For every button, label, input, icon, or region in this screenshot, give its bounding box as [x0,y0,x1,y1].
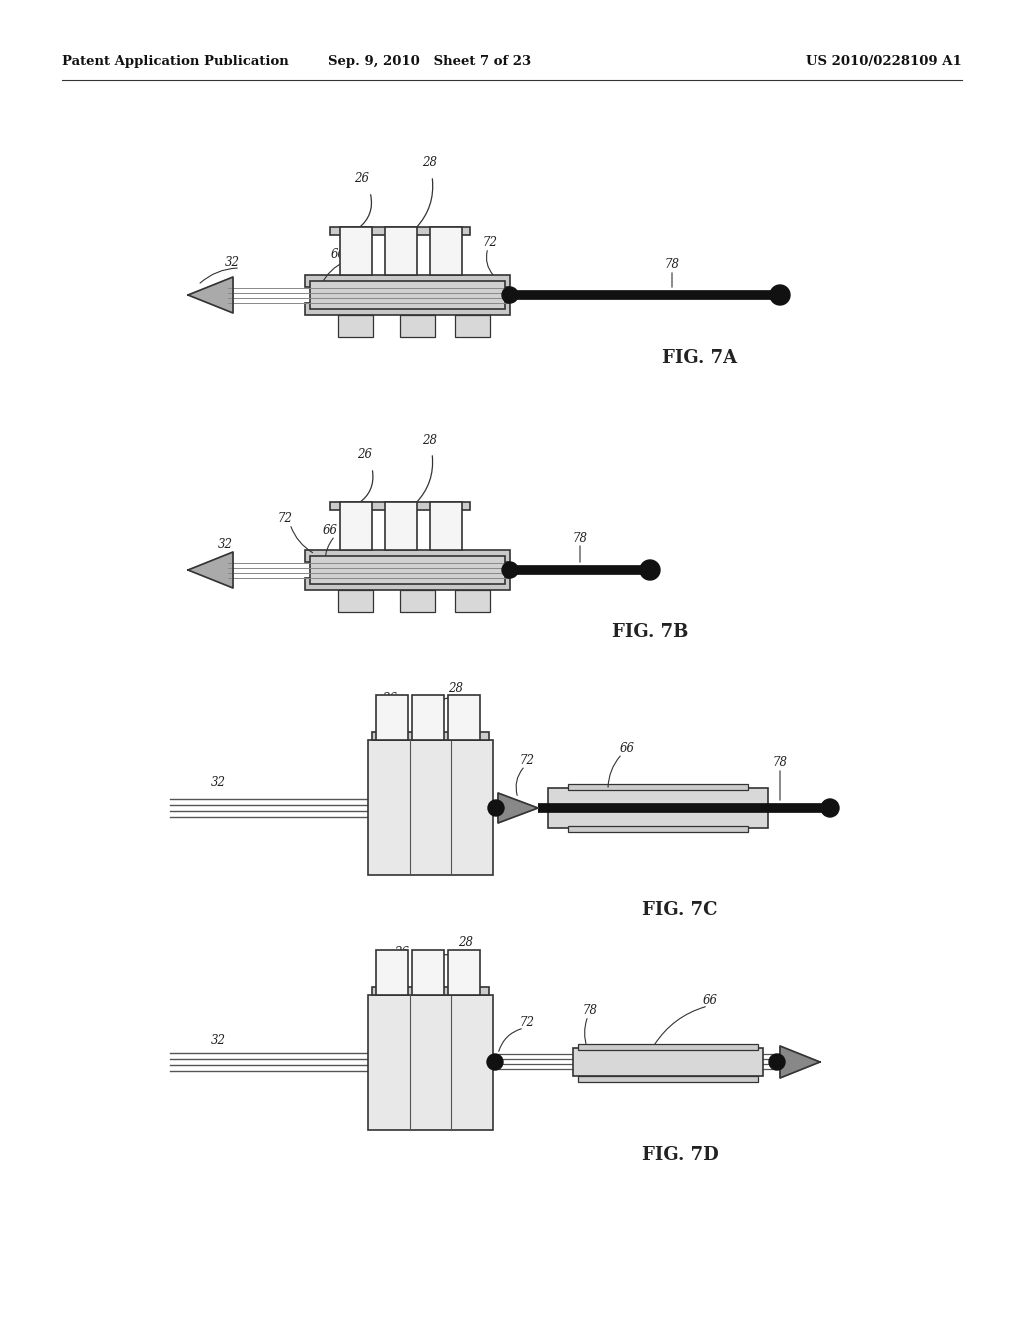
Text: FIG. 7A: FIG. 7A [663,348,737,367]
Bar [305,578,510,590]
Bar [376,950,408,995]
Polygon shape [498,793,538,822]
Polygon shape [188,277,233,313]
Text: 66: 66 [331,248,345,261]
Bar [310,281,505,309]
Text: 72: 72 [519,754,535,767]
Bar [385,227,417,275]
Bar [340,227,372,275]
Text: FIG. 7B: FIG. 7B [611,623,688,642]
Bar [305,550,510,562]
Circle shape [502,562,518,578]
Bar [385,502,417,550]
Bar [430,227,462,275]
Circle shape [488,800,504,816]
Circle shape [640,560,660,579]
Text: 72: 72 [278,511,293,524]
Bar [368,741,493,875]
Bar [568,826,748,832]
Bar [330,227,470,235]
Text: 28: 28 [423,433,437,446]
Text: Patent Application Publication: Patent Application Publication [62,55,289,69]
Text: 32: 32 [211,1034,225,1047]
Circle shape [769,1053,785,1071]
Text: 72: 72 [519,1015,535,1028]
Bar [412,950,444,995]
Text: US 2010/0228109 A1: US 2010/0228109 A1 [806,55,962,69]
Bar [449,950,480,995]
Bar [578,1076,758,1082]
Bar [449,696,480,741]
Text: 26: 26 [394,946,410,960]
Circle shape [487,1053,503,1071]
Bar [338,315,373,337]
Polygon shape [188,552,233,587]
Text: 26: 26 [383,692,397,705]
Text: 78: 78 [583,1003,597,1016]
Text: 28: 28 [423,156,437,169]
Text: FIG. 7D: FIG. 7D [642,1146,719,1164]
Bar [455,315,490,337]
Bar [376,696,408,741]
Bar [400,590,435,612]
Bar [573,1048,763,1076]
Text: 66: 66 [702,994,718,1006]
Bar [340,502,372,550]
Polygon shape [780,1045,820,1078]
Text: 66: 66 [620,742,635,755]
Bar [568,784,748,789]
Circle shape [821,799,839,817]
Text: FIG. 7C: FIG. 7C [642,902,718,919]
Text: 78: 78 [772,755,787,768]
Text: Sep. 9, 2010   Sheet 7 of 23: Sep. 9, 2010 Sheet 7 of 23 [329,55,531,69]
Bar [400,315,435,337]
Bar [578,1044,758,1049]
Bar [368,995,493,1130]
Circle shape [502,286,518,304]
Circle shape [770,285,790,305]
Text: 28: 28 [459,936,473,949]
Bar [372,987,489,995]
Text: 26: 26 [357,449,373,462]
Bar [455,590,490,612]
Bar [372,733,489,741]
Text: 32: 32 [211,776,225,788]
Text: 28: 28 [449,681,464,694]
Text: 78: 78 [572,532,588,544]
Bar [430,502,462,550]
Bar [305,304,510,315]
Text: 26: 26 [354,172,370,185]
Bar [548,788,768,828]
Text: 78: 78 [665,257,680,271]
Bar [330,502,470,510]
Text: 66: 66 [323,524,338,536]
Bar [305,275,510,286]
Bar [310,556,505,583]
Text: 32: 32 [217,539,232,552]
Bar [412,696,444,741]
Text: 32: 32 [224,256,240,268]
Bar [338,590,373,612]
Text: 72: 72 [482,235,498,248]
